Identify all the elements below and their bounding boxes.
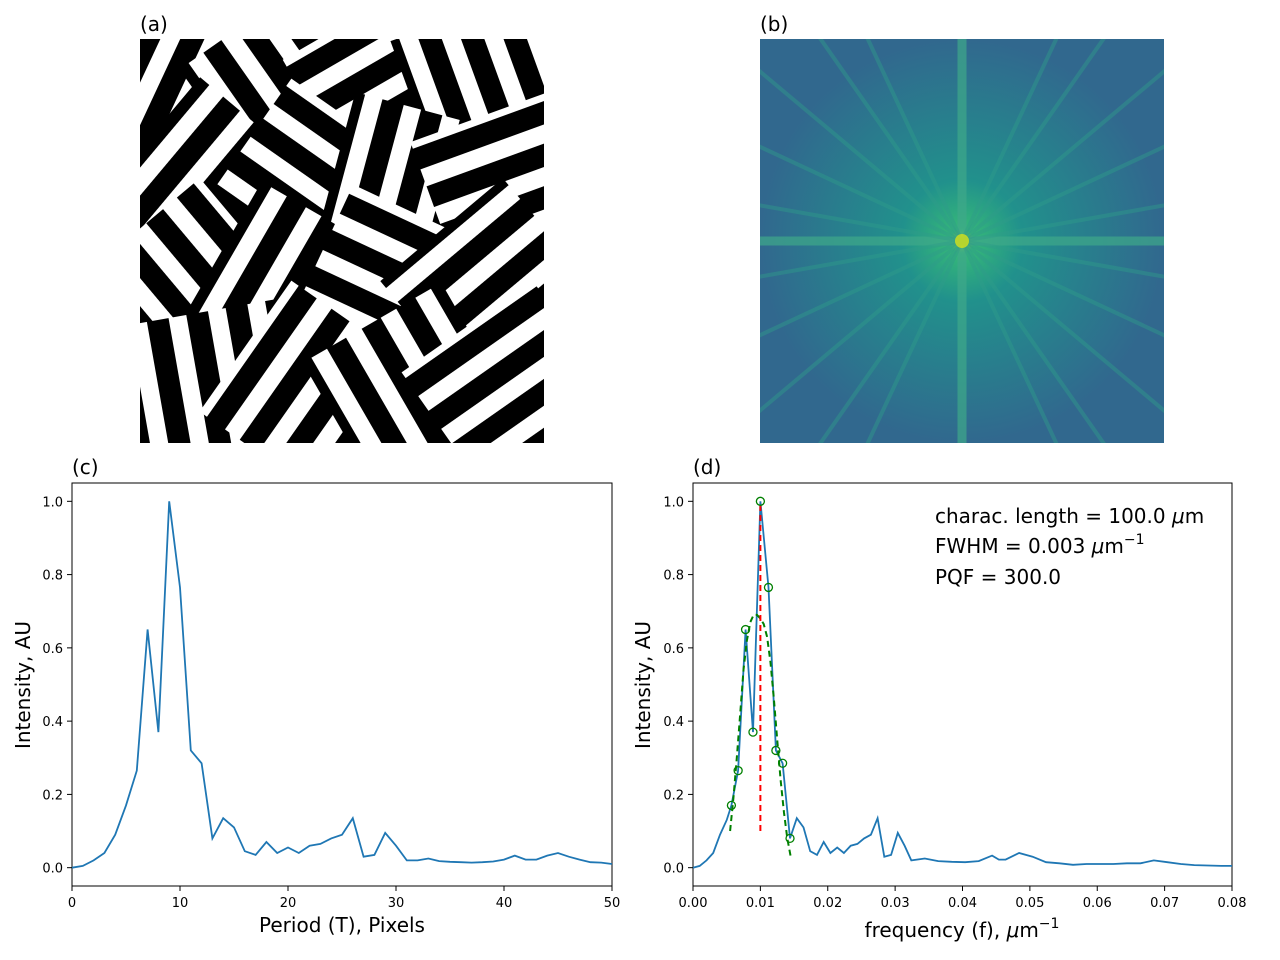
x-tick-label: 20 [280, 896, 297, 911]
stripe-tile [401, 280, 544, 443]
fit-point-marker [733, 765, 743, 776]
y-tick-label: 0.8 [42, 569, 63, 584]
fit-point-marker [748, 727, 758, 737]
fit-point-marker [777, 758, 788, 768]
chart-d-xlabel: frequency (f), μm−1 [865, 916, 1060, 942]
chart-c-xlabel: Period (T), Pixels [259, 913, 425, 937]
fit-point-marker [763, 582, 774, 593]
y-tick-label: 0.0 [42, 862, 63, 877]
fit-point-marker [771, 745, 781, 756]
x-tick-label: 0.03 [881, 896, 910, 911]
y-tick-label: 0.2 [42, 788, 63, 803]
fit-point-marker [726, 800, 737, 811]
x-tick-label: 0 [68, 896, 76, 911]
y-tick-label: 1.0 [663, 495, 684, 510]
fit-point-marker [740, 624, 751, 635]
panel-a-label: (a) [140, 12, 168, 36]
fft-spectrum-image [760, 39, 1164, 443]
y-tick-label: 0.6 [663, 642, 684, 657]
fwhm-annotation: FWHM = 0.003 μm−1 [935, 532, 1145, 558]
intensity-period-line [71, 501, 613, 869]
x-tick-label: 0.07 [1150, 896, 1179, 911]
x-tick-label: 0.05 [1015, 896, 1044, 911]
x-tick-label: 0.06 [1083, 896, 1112, 911]
fit-point-marker [755, 496, 766, 506]
y-tick-label: 0.2 [663, 788, 684, 803]
y-tick-label: 0.4 [42, 715, 63, 730]
chart-c: 0 10 20 30 40 50 0.0 0.2 0.4 0.6 0.8 1.0 [42, 482, 621, 911]
x-tick-label: 0.02 [813, 896, 842, 911]
x-tick-label: 30 [388, 896, 405, 911]
y-tick-label: 0.6 [42, 642, 63, 657]
panel-d-label: (d) [693, 455, 721, 479]
chart-d: 0.00 0.01 0.02 0.03 0.04 0.05 0.06 0.07 0.08 0.0 0… [663, 482, 1247, 911]
chart-c-ylabel: Intensity, AU [11, 621, 35, 749]
pqf-annotation: PQF = 300.0 [935, 565, 1061, 589]
x-tick-label: 0.08 [1218, 896, 1247, 911]
chart-d-ylabel: Intensity, AU [631, 621, 655, 749]
y-tick-label: 0.0 [663, 862, 684, 877]
panel-c-label: (c) [72, 455, 99, 479]
x-tick-label: 0.00 [679, 896, 708, 911]
stripe-pattern-image [140, 39, 544, 443]
x-tick-label: 50 [604, 896, 621, 911]
y-tick-label: 0.8 [663, 569, 684, 584]
x-tick-label: 0.01 [746, 896, 775, 911]
charac-length-annotation: charac. length = 100.0 μm [935, 504, 1204, 528]
x-tick-label: 40 [496, 896, 513, 911]
plot-frame [71, 482, 613, 887]
fit-point-marker [785, 833, 795, 844]
y-tick-label: 0.4 [663, 715, 684, 730]
x-tick-label: 10 [172, 896, 189, 911]
x-tick-label: 0.04 [948, 896, 977, 911]
panel-b-label: (b) [760, 12, 788, 36]
intensity-frequency-line [692, 501, 1232, 869]
y-tick-label: 1.0 [42, 495, 63, 510]
